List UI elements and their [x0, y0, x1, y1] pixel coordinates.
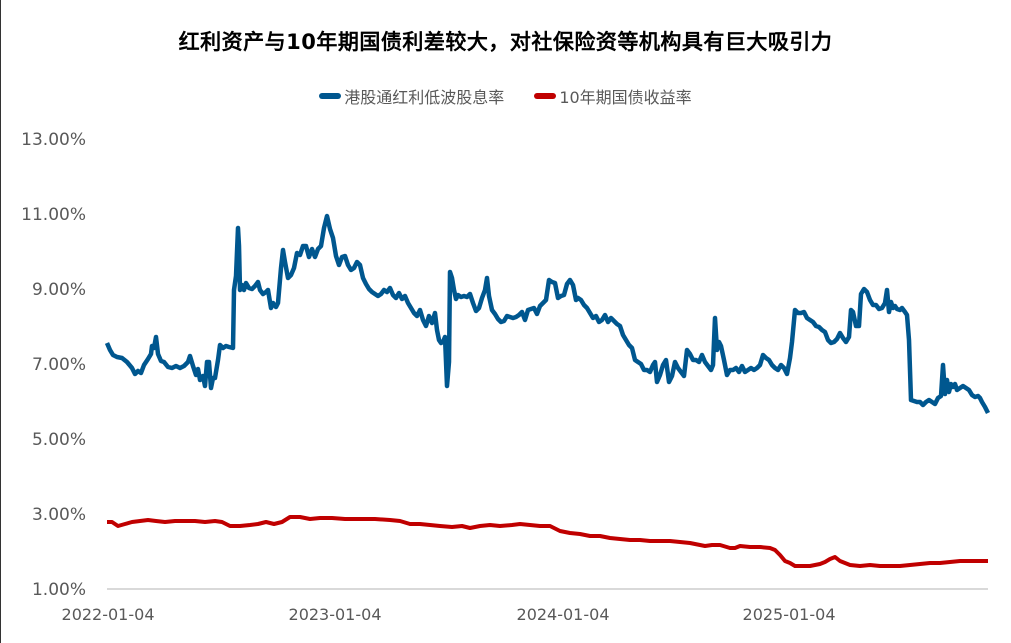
y-tick: 11.00%	[21, 205, 86, 225]
legend-swatch-red-icon	[534, 93, 557, 99]
legend-label: 港股通红利低波股息率	[344, 88, 505, 107]
y-tick: 3.00%	[31, 505, 86, 525]
chart-title: 红利资产与10年期国债利差较大，对社保险资等机构具有巨大吸引力	[178, 30, 833, 54]
y-tick: 1.00%	[31, 580, 86, 600]
y-tick: 5.00%	[31, 430, 86, 450]
x-tick: 2023-01-04	[288, 605, 382, 624]
legend-item-dividend-yield: 港股通红利低波股息率	[319, 84, 504, 108]
x-tick: 2024-01-04	[516, 605, 610, 624]
series-line-dividend-yield	[104, 213, 991, 415]
legend: 港股通红利低波股息率 10年期国债收益率	[0, 84, 1011, 108]
legend-swatch-blue-icon	[319, 93, 342, 99]
x-tick: 2025-01-04	[742, 605, 836, 624]
legend-item-bond-yield: 10年期国债收益率	[534, 84, 692, 108]
y-tick: 13.00%	[21, 130, 86, 150]
frame-border	[0, 0, 1, 643]
y-tick: 9.00%	[31, 280, 86, 300]
x-tick: 2022-01-04	[61, 605, 155, 624]
series-line-bond-yield	[107, 515, 988, 568]
legend-label: 10年期国债收益率	[559, 88, 692, 107]
y-tick: 7.00%	[31, 355, 86, 375]
